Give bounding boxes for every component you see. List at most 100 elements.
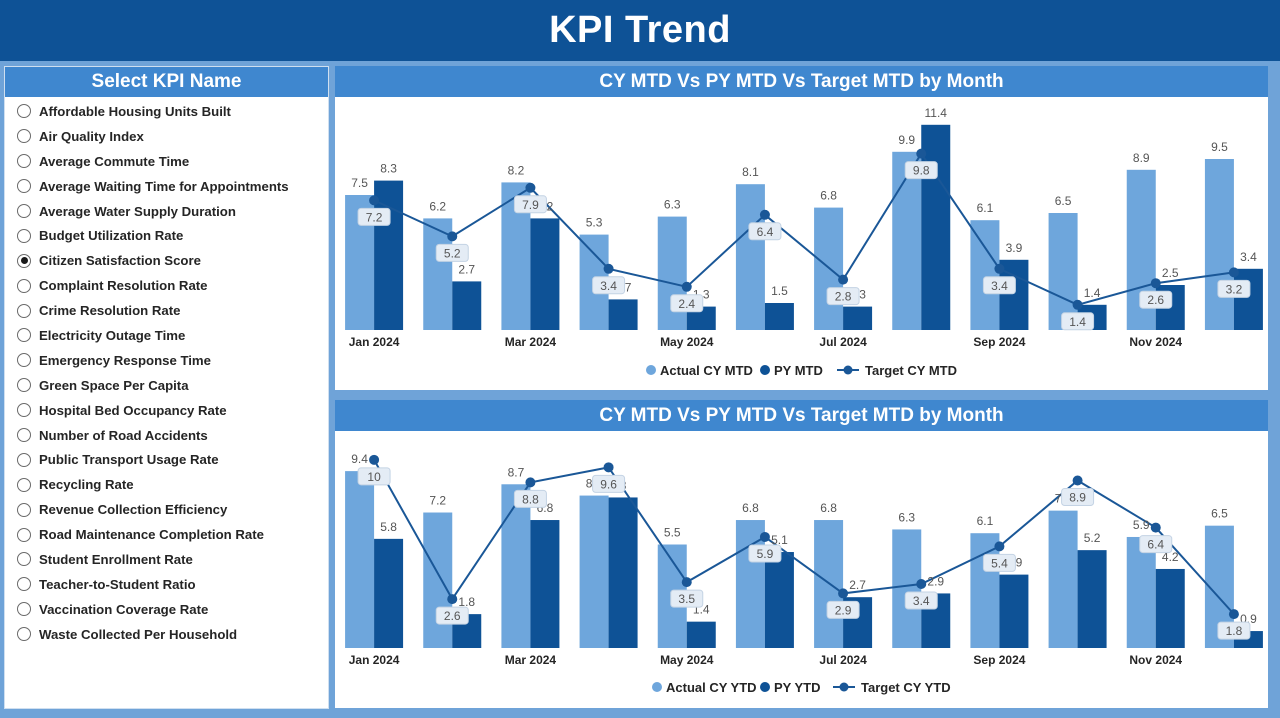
slicer-item[interactable]: Hospital Bed Occupancy Rate xyxy=(5,398,328,423)
target-point xyxy=(1150,278,1161,289)
slicer-item[interactable]: Student Enrollment Rate xyxy=(5,547,328,572)
radio-button[interactable] xyxy=(17,204,31,218)
py-data-label: 1.4 xyxy=(1084,286,1101,300)
slicer-item[interactable]: Vaccination Coverage Rate xyxy=(5,597,328,622)
legend-py-marker xyxy=(760,365,770,375)
slicer-item[interactable]: Average Commute Time xyxy=(5,149,328,174)
mtd-chart-title: CY MTD Vs PY MTD Vs Target MTD by Month xyxy=(335,66,1268,97)
x-tick-label: Mar 2024 xyxy=(505,335,557,349)
target-data-label: 2.9 xyxy=(835,603,852,617)
slicer-item-label: Emergency Response Time xyxy=(39,352,211,368)
slicer-item-label: Affordable Housing Units Built xyxy=(39,103,231,119)
slicer-item[interactable]: Revenue Collection Efficiency xyxy=(5,497,328,522)
radio-button[interactable] xyxy=(17,527,31,542)
target-point xyxy=(838,588,849,599)
py-bar xyxy=(764,303,794,330)
py-data-label: 1.8 xyxy=(458,595,475,609)
actual-bar xyxy=(735,184,765,330)
target-label-box xyxy=(357,207,391,226)
radio-button[interactable] xyxy=(17,104,31,119)
radio-button[interactable] xyxy=(17,353,31,368)
radio-button[interactable] xyxy=(17,253,31,268)
py-data-label: 3.4 xyxy=(1240,250,1257,264)
slicer-item[interactable]: Budget Utilization Rate xyxy=(5,223,328,248)
actual-bar xyxy=(345,471,375,648)
slicer-item-label: Student Enrollment Rate xyxy=(39,551,193,567)
target-point xyxy=(603,263,614,274)
target-point xyxy=(759,531,770,542)
radio-button[interactable] xyxy=(17,303,31,318)
target-point xyxy=(447,594,458,605)
slicer-item-label: Average Waiting Time for Appointments xyxy=(39,178,289,194)
slicer-item[interactable]: Average Waiting Time for Appointments xyxy=(5,174,328,199)
radio-button[interactable] xyxy=(17,228,31,243)
legend-target-marker xyxy=(843,365,853,375)
actual-bar xyxy=(501,484,531,648)
slicer-item[interactable]: Electricity Outage Time xyxy=(5,323,328,348)
target-data-label: 2.8 xyxy=(835,290,852,304)
radio-button[interactable] xyxy=(17,328,31,343)
radio-button[interactable] xyxy=(17,179,31,194)
radio-button[interactable] xyxy=(17,602,31,617)
target-label-box xyxy=(1139,535,1173,554)
target-label-box xyxy=(982,553,1016,572)
radio-button[interactable] xyxy=(17,552,31,567)
py-data-label: 2.5 xyxy=(1162,266,1179,280)
x-tick-label: Jan 2024 xyxy=(349,335,400,349)
radio-button[interactable] xyxy=(17,502,31,517)
ytd-chart[interactable]: 9.45.87.21.88.76.88.185.51.46.85.16.82.7… xyxy=(335,431,1268,708)
target-label-box xyxy=(904,591,938,610)
slicer-item[interactable]: Public Transport Usage Rate xyxy=(5,447,328,472)
target-point xyxy=(525,477,536,488)
radio-button[interactable] xyxy=(17,627,31,642)
radio-button[interactable] xyxy=(17,428,31,443)
slicer-item[interactable]: Waste Collected Per Household xyxy=(5,622,328,647)
target-label-box xyxy=(513,195,547,214)
py-bar xyxy=(1155,568,1185,648)
py-data-label: 5.8 xyxy=(380,520,397,534)
slicer-item[interactable]: Number of Road Accidents xyxy=(5,423,328,448)
slicer-item[interactable]: Affordable Housing Units Built xyxy=(5,99,328,124)
slicer-item[interactable]: Air Quality Index xyxy=(5,124,328,149)
target-data-label: 8.8 xyxy=(522,492,539,506)
slicer-item-label: Number of Road Accidents xyxy=(39,427,208,443)
slicer-item[interactable]: Green Space Per Capita xyxy=(5,373,328,398)
slicer-item[interactable]: Average Water Supply Duration xyxy=(5,199,328,224)
radio-button[interactable] xyxy=(17,477,31,492)
py-data-label: 5.1 xyxy=(771,533,788,547)
target-label-box xyxy=(748,222,782,241)
target-label-box xyxy=(748,544,782,563)
slicer-item-label: Crime Resolution Rate xyxy=(39,303,181,319)
ytd-chart-title: CY MTD Vs PY MTD Vs Target MTD by Month xyxy=(335,400,1268,431)
slicer-item[interactable]: Teacher-to-Student Ratio xyxy=(5,572,328,597)
py-data-label: 5.2 xyxy=(1084,531,1101,545)
radio-button[interactable] xyxy=(17,129,31,144)
slicer-item[interactable]: Road Maintenance Completion Rate xyxy=(5,522,328,547)
slicer-item[interactable]: Citizen Satisfaction Score xyxy=(5,248,328,273)
slicer-item[interactable]: Emergency Response Time xyxy=(5,348,328,373)
radio-button[interactable] xyxy=(17,452,31,467)
radio-button[interactable] xyxy=(17,577,31,592)
radio-button[interactable] xyxy=(17,154,31,169)
target-point xyxy=(759,209,770,220)
actual-data-label: 6.3 xyxy=(664,198,681,212)
radio-button[interactable] xyxy=(17,278,31,293)
target-data-label: 1.8 xyxy=(1226,624,1243,638)
actual-bar xyxy=(579,495,609,648)
target-label-box xyxy=(592,276,626,295)
target-point xyxy=(1072,475,1083,486)
mtd-chart[interactable]: 7.58.36.22.78.26.25.31.76.31.38.11.56.81… xyxy=(335,97,1268,390)
actual-data-label: 8.9 xyxy=(1133,151,1150,165)
py-bar xyxy=(374,538,404,648)
legend-actual-label: Actual CY YTD xyxy=(666,680,757,695)
target-label-box xyxy=(670,589,704,608)
radio-button[interactable] xyxy=(17,403,31,418)
py-bar xyxy=(686,621,716,648)
legend-py-label: PY MTD xyxy=(774,363,823,378)
slicer-item[interactable]: Recycling Rate xyxy=(5,472,328,497)
legend-actual-marker xyxy=(646,365,656,375)
slicer-item[interactable]: Crime Resolution Rate xyxy=(5,298,328,323)
radio-button[interactable] xyxy=(17,378,31,393)
actual-data-label: 6.5 xyxy=(1211,507,1228,521)
slicer-item[interactable]: Complaint Resolution Rate xyxy=(5,273,328,298)
